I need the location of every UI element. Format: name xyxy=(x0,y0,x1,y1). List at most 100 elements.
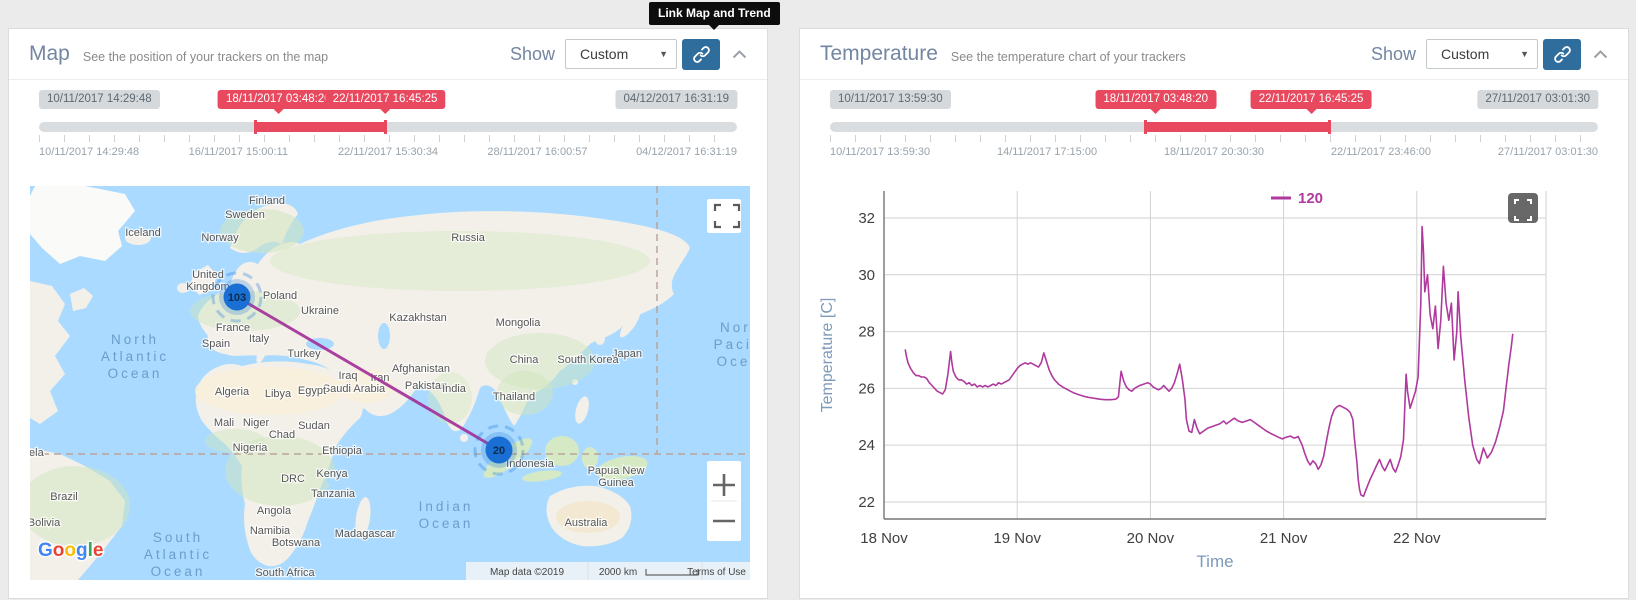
slider-range-badge[interactable]: 18/11/2017 03:48:20 xyxy=(1095,90,1217,114)
slider-range-badge[interactable]: 18/11/2017 03:48:20 xyxy=(217,90,339,114)
y-axis-tick-label: 32 xyxy=(858,210,875,227)
temperature-time-slider[interactable]: 10/11/2017 13:59:30 18/11/2017 03:48:20 22… xyxy=(830,90,1598,164)
slider-selected-range[interactable] xyxy=(255,122,385,132)
map-country-label: Bolivia xyxy=(30,517,61,529)
link-trend-map-button[interactable] xyxy=(1543,38,1581,70)
marker-circle-icon xyxy=(485,436,513,464)
map-country-label: Venezuela xyxy=(30,447,45,459)
slider-handle[interactable] xyxy=(254,120,258,134)
map-country-label: South Korea xyxy=(557,354,619,366)
slider-selected-range[interactable] xyxy=(1144,122,1330,132)
slider-tick-label: 28/11/2017 16:00:57 xyxy=(487,146,588,158)
map-country-label: Saudi Arabia xyxy=(323,383,386,395)
dropdown-caret-icon: ▼ xyxy=(659,49,668,59)
slider-limit-badge: 10/11/2017 14:29:48 xyxy=(39,90,160,109)
slider-limit-badge: 04/12/2017 16:31:19 xyxy=(615,90,737,109)
collapse-map-panel-icon[interactable] xyxy=(732,49,747,59)
temperature-panel-title: Temperature xyxy=(820,42,938,65)
tracker-cluster-marker[interactable]: 20 xyxy=(473,424,525,476)
temperature-series-line xyxy=(904,225,1514,498)
chart-legend-item[interactable]: 120 xyxy=(1271,190,1323,207)
map-country-label: Pakistan xyxy=(405,380,447,392)
map-country-label: United Kingdom xyxy=(186,269,229,293)
map-country-label: Botswana xyxy=(272,537,321,549)
x-axis-tick-label: 21 Nov xyxy=(1260,530,1308,547)
slider-tick-label: 10/11/2017 13:59:30 xyxy=(830,146,931,158)
marker-count-label: 103 xyxy=(228,292,246,304)
terms-of-use-link[interactable]: Terms of Use xyxy=(687,567,746,578)
y-axis-tick-label: 22 xyxy=(858,494,875,511)
slider-minor-ticks xyxy=(39,135,737,142)
slider-handle[interactable] xyxy=(383,120,387,134)
slider-range-badge[interactable]: 22/11/2017 16:45:25 xyxy=(1250,90,1372,114)
map-country-label: China xyxy=(510,354,540,366)
y-axis-title: Temperature [C] xyxy=(819,298,836,413)
map-country-label: Libya xyxy=(265,388,292,400)
slider-minor-ticks xyxy=(830,135,1598,142)
map-ocean-label: North Atlantic Ocean xyxy=(101,332,169,381)
map-country-label: Iraq xyxy=(339,370,358,382)
dropdown-caret-icon: ▼ xyxy=(1520,49,1529,59)
world-map[interactable]: Iceland Finland Sweden Norway Russia United Ki… xyxy=(30,186,750,580)
y-axis-tick-label: 30 xyxy=(858,267,875,284)
link-icon xyxy=(692,45,711,64)
slider-tick-label: 22/11/2017 15:30:34 xyxy=(337,146,439,158)
slider-tick-label: 14/11/2017 17:15:00 xyxy=(996,146,1098,158)
map-country-label: Brazil xyxy=(50,491,78,503)
map-country-label: Finland xyxy=(249,195,285,207)
legend-series-label: 120 xyxy=(1298,190,1323,207)
slider-track[interactable] xyxy=(39,120,737,134)
map-country-label: Chad xyxy=(269,429,295,441)
link-map-trend-button[interactable] xyxy=(682,38,720,70)
map-zoom-control[interactable] xyxy=(707,461,741,541)
map-country-label: India xyxy=(442,383,467,395)
map-fullscreen-button[interactable] xyxy=(707,199,741,233)
x-axis-title: Time xyxy=(1196,552,1233,571)
tracker-cluster-marker[interactable]: 103 xyxy=(211,271,263,323)
slider-badge-pointer xyxy=(1306,109,1317,119)
temperature-chart: 22 24 26 28 30 32 18 Nov 19 Nov 20 Nov 21 Nov 22 N… xyxy=(819,190,1547,571)
google-logo[interactable]: Google xyxy=(37,539,105,563)
map-country-label: Japan xyxy=(612,348,642,360)
temperature-show-label: Show xyxy=(1370,43,1416,64)
slider-badge-pointer xyxy=(380,109,391,119)
map-country-label: Papua New Guinea xyxy=(588,465,645,489)
slider-tick-label: 22/11/2017 23:46:00 xyxy=(1330,146,1432,158)
marker-ripple-icon xyxy=(211,271,263,323)
map-country-label: DRC xyxy=(281,473,305,485)
map-country-label: Ukraine xyxy=(301,305,339,317)
map-country-label: Mali xyxy=(214,417,234,429)
map-country-label: Sudan xyxy=(298,420,330,432)
map-scale-bar xyxy=(645,569,699,576)
slider-handle[interactable] xyxy=(1143,120,1147,134)
x-axis-tick-label: 19 Nov xyxy=(993,530,1041,547)
map-country-label: South Africa xyxy=(255,567,315,579)
map-range-select[interactable]: Custom ▼ xyxy=(565,39,677,69)
map-labels: Iceland Finland Sweden Norway Russia United Ki… xyxy=(30,194,750,580)
map-scale-label: 2000 km xyxy=(599,567,637,578)
temperature-range-select[interactable]: Custom ▼ xyxy=(1426,39,1538,69)
map-panel-header: Map See the position of your trackers on… xyxy=(9,29,767,80)
map-range-select-value: Custom xyxy=(580,46,629,62)
slider-handle[interactable] xyxy=(1328,120,1332,134)
slider-range-badge[interactable]: 22/11/2017 16:45:25 xyxy=(324,90,446,114)
map-time-slider[interactable]: 10/11/2017 14:29:48 18/11/2017 03:48:20 22… xyxy=(39,90,737,164)
map-country-label: Russia xyxy=(451,232,486,244)
y-axis-tick-label: 28 xyxy=(858,324,875,341)
map-markers[interactable]: 103 20 xyxy=(211,271,525,476)
y-axis-tick-label: 24 xyxy=(858,437,875,454)
map-country-label: Algeria xyxy=(215,386,250,398)
chart-fullscreen-button[interactable] xyxy=(1508,193,1538,223)
temperature-panel-subtitle: See the temperature chart of your tracke… xyxy=(950,49,1186,64)
link-map-trend-tooltip: Link Map and Trend xyxy=(649,2,780,30)
slider-limit-badge: 10/11/2017 13:59:30 xyxy=(830,90,951,109)
zoom-in-button[interactable] xyxy=(713,474,735,496)
x-axis-tick-label: 20 Nov xyxy=(1127,530,1175,547)
map-country-label: Italy xyxy=(249,333,270,345)
map-country-label: Kenya xyxy=(316,468,348,480)
slider-track[interactable] xyxy=(830,120,1598,134)
map-country-label: Iceland xyxy=(125,227,160,239)
map-country-label: Niger xyxy=(243,417,270,429)
collapse-temperature-panel-icon[interactable] xyxy=(1593,49,1608,59)
map-ocean-label: Indian Ocean xyxy=(419,499,474,531)
